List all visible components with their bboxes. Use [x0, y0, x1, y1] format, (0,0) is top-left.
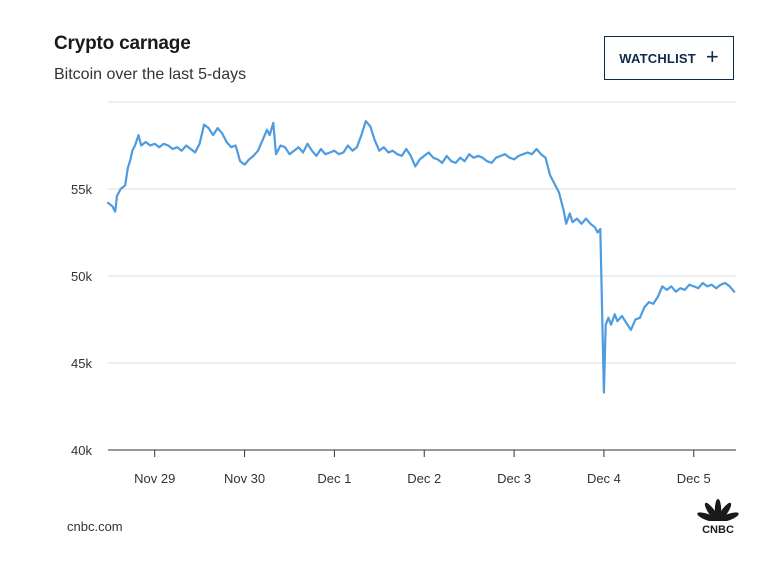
watchlist-label: WATCHLIST	[619, 50, 696, 66]
logo-text: CNBC	[702, 524, 734, 536]
series	[106, 120, 736, 394]
x-axis: Nov 29 Nov 30 Dec 1 Dec 2 Dec 3 Dec 4 Dec 5	[108, 449, 736, 486]
x-tick-label: Nov 29	[134, 471, 175, 486]
grid	[108, 101, 736, 364]
x-tick-label: Dec 5	[677, 471, 711, 486]
peacock-logo-icon: CNBC	[694, 499, 742, 537]
x-tick-label: Nov 30	[224, 471, 265, 486]
y-axis-labels: 40k 45k 50k 55k	[71, 182, 92, 458]
chart-title: Crypto carnage	[54, 33, 191, 54]
y-tick-label: 55k	[71, 182, 92, 197]
x-tick-label: Dec 4	[587, 471, 621, 486]
y-tick-label: 40k	[71, 443, 92, 458]
x-tick-label: Dec 2	[407, 471, 441, 486]
series-line	[106, 120, 736, 394]
watchlist-button[interactable]: WATCHLIST +	[604, 36, 734, 80]
x-tick-label: Dec 3	[497, 471, 531, 486]
plus-icon: +	[705, 44, 719, 69]
chart-subtitle: Bitcoin over the last 5-days	[54, 66, 247, 83]
y-tick-label: 50k	[71, 269, 92, 284]
source-text: cnbc.com	[67, 519, 123, 534]
y-tick-label: 45k	[71, 356, 92, 371]
x-tick-label: Dec 1	[317, 471, 351, 486]
